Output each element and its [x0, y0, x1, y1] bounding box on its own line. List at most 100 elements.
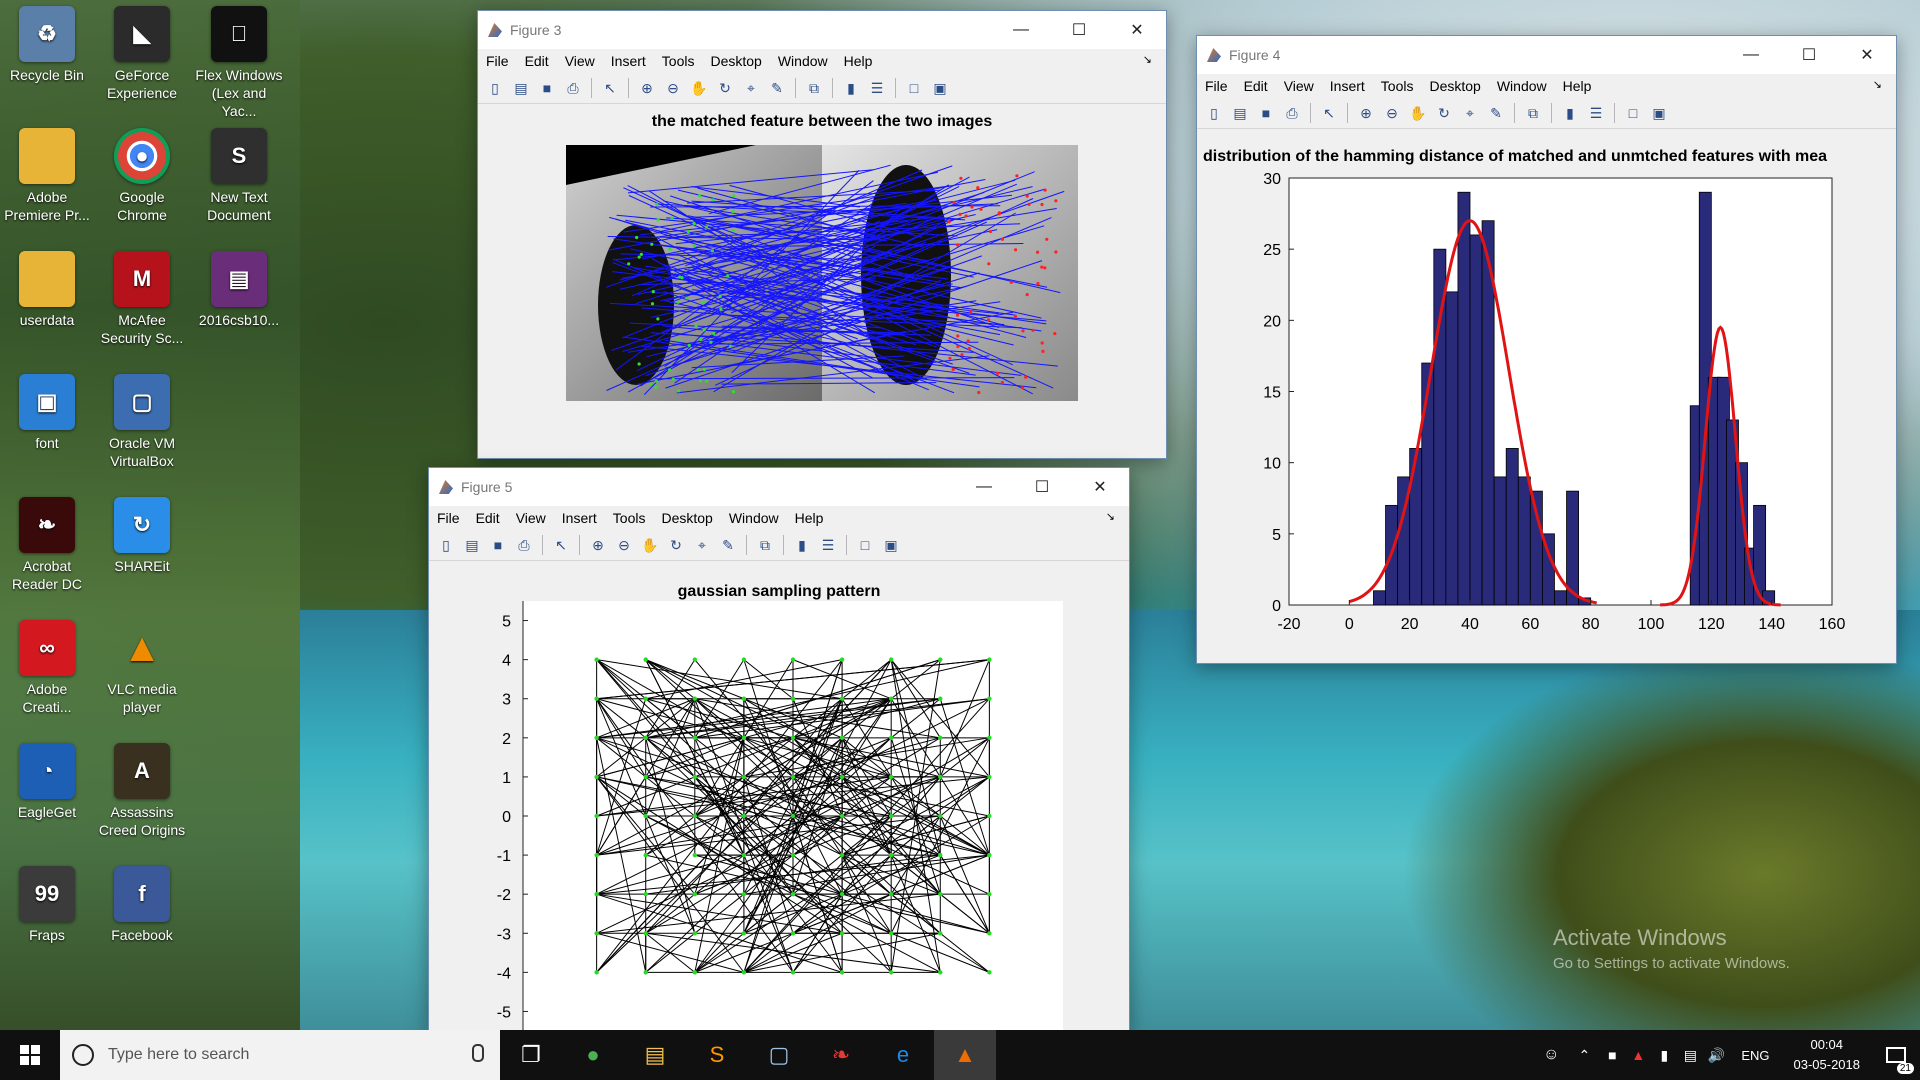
colorbar-icon[interactable]: ▮: [798, 536, 806, 553]
desktop-icon-recycle-bin[interactable]: ♻ Recycle Bin: [2, 6, 92, 84]
dock-arrow-icon[interactable]: ↘: [1105, 511, 1115, 523]
rotate-3d-icon[interactable]: ↻: [1438, 104, 1450, 121]
menu-desktop[interactable]: Desktop: [1429, 78, 1481, 94]
taskbar-matlab-icon[interactable]: ▲: [934, 1030, 996, 1080]
desktop-icon-vlc[interactable]: ▲ VLC media player: [97, 620, 187, 716]
menu-window[interactable]: Window: [1496, 78, 1547, 94]
menu-edit[interactable]: Edit: [524, 53, 549, 69]
menu-edit[interactable]: Edit: [1243, 78, 1268, 94]
people-icon[interactable]: ☺: [1543, 1046, 1560, 1063]
legend-icon[interactable]: ☰: [870, 79, 884, 96]
menu-view[interactable]: View: [515, 510, 546, 526]
taskbar-acrobat-icon[interactable]: ❧: [831, 1042, 851, 1067]
zoom-in-icon[interactable]: ⊕: [641, 79, 653, 96]
open-file-icon[interactable]: ▤: [465, 536, 479, 553]
figure3-titlebar[interactable]: Figure 3 — ☐ ✕: [478, 11, 1166, 49]
zoom-out-icon[interactable]: ⊖: [667, 79, 679, 96]
zoom-out-icon[interactable]: ⊖: [618, 536, 630, 553]
mcafee-tray-icon[interactable]: ▲: [1631, 1047, 1646, 1063]
hide-plot-tools-icon[interactable]: □: [909, 80, 919, 96]
new-figure-icon[interactable]: ▯: [442, 536, 450, 553]
taskbar-sublime-icon[interactable]: S: [709, 1042, 725, 1067]
desktop-icon-acrobat[interactable]: ❧ Acrobat Reader DC: [2, 497, 92, 593]
network-icon[interactable]: ▤: [1683, 1046, 1697, 1063]
menu-insert[interactable]: Insert: [1329, 78, 1365, 94]
edit-plot-icon[interactable]: ↖: [555, 536, 567, 553]
colorbar-icon[interactable]: ▮: [847, 79, 855, 96]
legend-icon[interactable]: ☰: [821, 536, 835, 553]
dock-arrow-icon[interactable]: ↘: [1142, 54, 1152, 66]
language-indicator[interactable]: ENG: [1741, 1047, 1770, 1063]
menu-window[interactable]: Window: [728, 510, 779, 526]
show-plot-tools-icon[interactable]: ▣: [933, 79, 947, 96]
figure5-window[interactable]: Figure 5 — ☐ ✕ File Edit View Insert Tools De…: [428, 467, 1130, 1032]
desktop-icon-chrome[interactable]: ● Google Chrome: [97, 128, 187, 224]
figure4-titlebar[interactable]: Figure 4 — ☐ ✕: [1197, 36, 1896, 74]
rotate-3d-icon[interactable]: ↻: [670, 536, 682, 553]
desktop-icon-facebook[interactable]: f Facebook: [97, 866, 187, 944]
zoom-in-icon[interactable]: ⊕: [592, 536, 604, 553]
print-icon[interactable]: ⎙: [567, 79, 579, 96]
desktop-icon-mcafee[interactable]: M McAfee Security Sc...: [97, 251, 187, 347]
open-file-icon[interactable]: ▤: [514, 79, 528, 96]
battery-icon[interactable]: ▮: [1660, 1046, 1669, 1063]
maximize-button[interactable]: ☐: [1034, 479, 1050, 496]
zoom-in-icon[interactable]: ⊕: [1360, 104, 1372, 121]
desktop-icon-winrar[interactable]: ▤ 2016csb10...: [194, 251, 284, 329]
desktop-icon-eagleget[interactable]: ◔ EagleGet: [2, 743, 92, 821]
data-cursor-icon[interactable]: ⌖: [698, 536, 706, 553]
pan-icon[interactable]: ✋: [1409, 104, 1427, 121]
hide-plot-tools-icon[interactable]: □: [1628, 105, 1638, 121]
close-button[interactable]: ✕: [1093, 479, 1107, 496]
data-cursor-icon[interactable]: ⌖: [747, 79, 755, 96]
brush-icon[interactable]: ✎: [722, 536, 734, 553]
desktop-icon-geforce[interactable]: ◣ GeForce Experience: [97, 6, 187, 102]
new-figure-icon[interactable]: ▯: [1210, 104, 1218, 121]
volume-icon[interactable]: 🔊: [1707, 1046, 1726, 1063]
dock-arrow-icon[interactable]: ↘: [1872, 79, 1882, 91]
edit-plot-icon[interactable]: ↖: [1323, 104, 1335, 121]
microphone-icon[interactable]: [472, 1044, 484, 1062]
menu-file[interactable]: File: [486, 53, 509, 69]
save-icon[interactable]: ■: [1261, 105, 1271, 121]
link-plot-icon[interactable]: ⧉: [760, 536, 770, 553]
menu-view[interactable]: View: [1283, 78, 1314, 94]
minimize-button[interactable]: —: [1013, 21, 1029, 38]
taskbar-chrome-icon[interactable]: ●: [586, 1042, 600, 1067]
taskbar-edge-icon[interactable]: e: [896, 1042, 910, 1067]
show-plot-tools-icon[interactable]: ▣: [884, 536, 898, 553]
desktop-icon-virtualbox[interactable]: ▢ Oracle VM VirtualBox: [97, 374, 187, 470]
desktop-icon-apple-logo[interactable]: Flex Windows (Lex and Yac...: [194, 6, 284, 120]
menu-desktop[interactable]: Desktop: [710, 53, 762, 69]
pan-icon[interactable]: ✋: [690, 79, 708, 96]
desktop-icon-assassins-creed[interactable]: A Assassins Creed Origins: [97, 743, 187, 839]
start-button[interactable]: [0, 1030, 60, 1080]
figure3-window[interactable]: Figure 3 — ☐ ✕ File Edit View Insert Tools De…: [477, 10, 1167, 459]
menu-edit[interactable]: Edit: [475, 510, 500, 526]
menu-tools[interactable]: Tools: [661, 53, 695, 69]
legend-icon[interactable]: ☰: [1589, 104, 1603, 121]
menu-help[interactable]: Help: [1562, 78, 1592, 94]
figure5-titlebar[interactable]: Figure 5 — ☐ ✕: [429, 468, 1129, 506]
hide-plot-tools-icon[interactable]: □: [860, 537, 870, 553]
figure4-window[interactable]: Figure 4 — ☐ ✕ File Edit View Insert Tools De…: [1196, 35, 1897, 664]
menu-desktop[interactable]: Desktop: [661, 510, 713, 526]
brush-icon[interactable]: ✎: [1490, 104, 1502, 121]
clock[interactable]: 00:04 03-05-2018: [1782, 1035, 1873, 1075]
menu-file[interactable]: File: [437, 510, 460, 526]
print-icon[interactable]: ⎙: [518, 536, 530, 553]
chevron-up-icon[interactable]: ⌃: [1578, 1046, 1591, 1063]
show-plot-tools-icon[interactable]: ▣: [1652, 104, 1666, 121]
nvidia-tray-icon[interactable]: ■: [1608, 1047, 1617, 1063]
taskbar-task-view-icon[interactable]: ❐: [521, 1042, 541, 1067]
menu-insert[interactable]: Insert: [561, 510, 597, 526]
link-plot-icon[interactable]: ⧉: [809, 79, 819, 96]
close-button[interactable]: ✕: [1130, 22, 1144, 39]
taskbar-virtualbox-icon[interactable]: ▢: [768, 1042, 790, 1067]
rotate-3d-icon[interactable]: ↻: [719, 79, 731, 96]
notification-button[interactable]: 21: [1872, 1030, 1920, 1080]
colorbar-icon[interactable]: ▮: [1566, 104, 1574, 121]
pan-icon[interactable]: ✋: [641, 536, 659, 553]
data-cursor-icon[interactable]: ⌖: [1466, 104, 1474, 121]
desktop-icon-folder[interactable]: userdata: [2, 251, 92, 329]
